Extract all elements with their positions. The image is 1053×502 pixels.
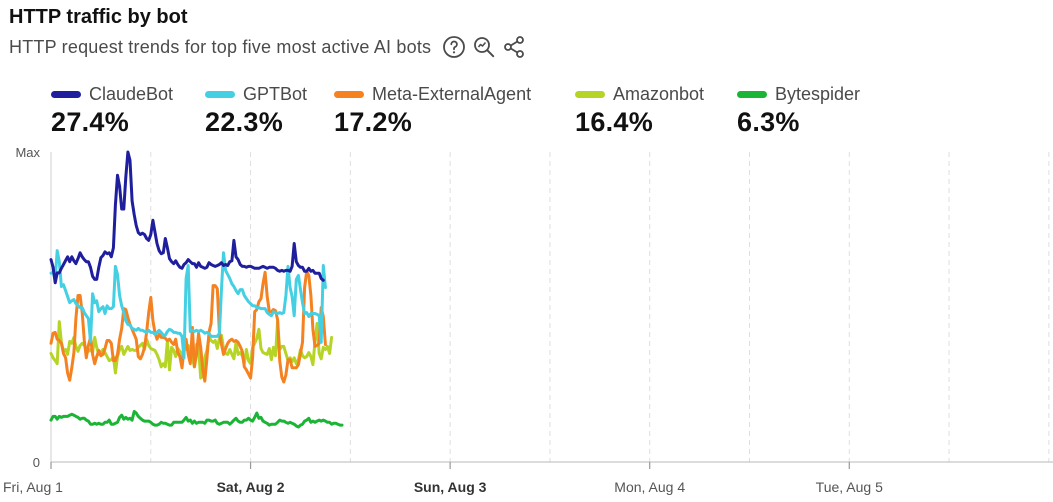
legend-swatch — [205, 90, 235, 98]
series-line-meta-externalagent[interactable] — [49, 269, 327, 384]
legend-name: Amazonbot — [613, 83, 705, 104]
series-lines — [49, 150, 344, 429]
legend-name: Bytespider — [775, 83, 861, 104]
legend-item-claudebot[interactable]: ClaudeBot 27.4% — [51, 84, 173, 138]
legend-share: 22.3% — [205, 107, 284, 137]
legend-swatch — [334, 90, 364, 98]
y-tick-label-zero: 0 — [33, 455, 40, 470]
x-axis: Fri, Aug 1 Sat, Aug 2 Sun, Aug 3 Mon, Aug 4… — [3, 461, 1053, 495]
series-line-gptbot[interactable] — [49, 249, 327, 360]
x-tick-label: Mon, Aug 4 — [614, 479, 685, 495]
y-axis: Max 0 — [15, 145, 52, 470]
grid — [150, 152, 1050, 462]
legend-share: 6.3% — [737, 107, 800, 137]
x-tick-label: Sat, Aug 2 — [217, 479, 285, 495]
x-tick-label: Tue, Aug 5 — [816, 479, 883, 495]
y-tick-label-max: Max — [15, 145, 40, 160]
subtitle-row: HTTP request trends for top five most ac… — [9, 33, 527, 61]
legend-swatch — [51, 90, 81, 98]
help-icon[interactable] — [441, 34, 467, 60]
series-line-claudebot[interactable] — [49, 150, 325, 285]
legend-item-bytespider[interactable]: Bytespider 6.3% — [737, 84, 860, 138]
legend-swatch — [575, 90, 605, 98]
series-line-bytespider[interactable] — [49, 410, 344, 429]
legend-item-gptbot[interactable]: GPTBot 22.3% — [205, 84, 307, 138]
legend-name: ClaudeBot — [89, 83, 174, 104]
line-chart: Max 0 Fri, Aug 1 Sat, Aug 2 Sun, Aug 3 Mon, … — [3, 145, 1053, 495]
legend-item-meta-externalagent[interactable]: Meta-ExternalAgent 17.2% — [334, 84, 531, 138]
legend-share: 27.4% — [51, 107, 130, 137]
zoom-icon[interactable] — [471, 34, 497, 60]
legend-share: 16.4% — [575, 107, 654, 137]
legend-name: Meta-ExternalAgent — [372, 83, 532, 104]
chart-title: HTTP traffic by bot — [9, 6, 188, 28]
x-tick-label: Fri, Aug 1 — [3, 479, 63, 495]
legend-share: 17.2% — [334, 107, 413, 137]
share-icon[interactable] — [501, 34, 527, 60]
legend-item-amazonbot[interactable]: Amazonbot 16.4% — [575, 84, 704, 138]
chart-subtitle: HTTP request trends for top five most ac… — [9, 36, 432, 57]
x-tick-label: Sun, Aug 3 — [414, 479, 487, 495]
legend: ClaudeBot 27.4% GPTBot 22.3% Meta-Extern… — [0, 84, 1053, 140]
legend-name: GPTBot — [243, 83, 308, 104]
legend-swatch — [737, 90, 767, 98]
